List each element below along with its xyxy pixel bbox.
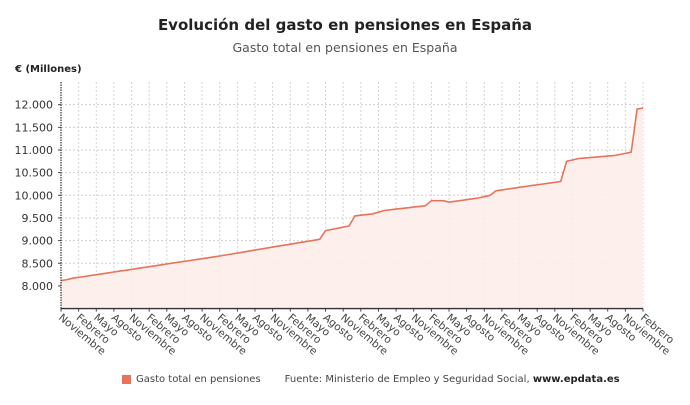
y-tick-label: 9.000 bbox=[22, 235, 54, 248]
y-tick-label: 10.500 bbox=[15, 167, 54, 180]
series-area bbox=[61, 108, 643, 309]
legend: Gasto total en pensiones Fuente: Ministe… bbox=[122, 374, 620, 385]
chart-plot: 8.000 8.500 9.000 9.500 10.000 10.500 11.000 11… bbox=[15, 82, 676, 358]
y-tick-label: 11.000 bbox=[15, 144, 54, 157]
chart-subtitle: Gasto total en pensiones en España bbox=[232, 40, 458, 55]
y-tick-label: 10.000 bbox=[15, 189, 54, 202]
source-site[interactable]: www.epdata.es bbox=[532, 374, 620, 385]
series-line bbox=[60, 107, 644, 282]
y-tick-label: 12.000 bbox=[15, 99, 54, 112]
y-tick-label: 11.500 bbox=[15, 121, 54, 134]
y-tick-label: 8.500 bbox=[22, 257, 54, 270]
chart-title: Evolución del gasto en pensiones en Espa… bbox=[157, 16, 533, 34]
y-axis-label: € (Millones) bbox=[15, 64, 82, 75]
source-label: Fuente: Ministerio de Empleo y Seguridad… bbox=[284, 374, 530, 385]
y-tick-label: 9.500 bbox=[22, 212, 54, 225]
legend-label: Gasto total en pensiones bbox=[136, 374, 261, 385]
legend-swatch bbox=[122, 375, 131, 384]
y-tick-label: 8.000 bbox=[22, 280, 54, 293]
source-note: Fuente: Ministerio de Empleo y Seguridad… bbox=[285, 374, 620, 385]
